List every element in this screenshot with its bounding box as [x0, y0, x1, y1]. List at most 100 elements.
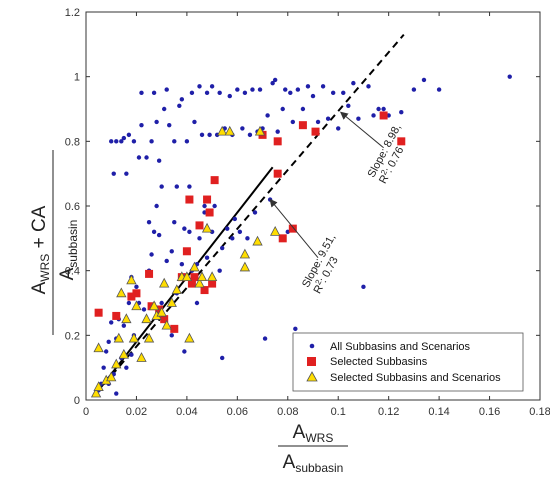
- data-point-square: [205, 208, 214, 217]
- data-point-square: [278, 234, 287, 243]
- data-point-dot: [126, 300, 132, 306]
- data-point-dot: [169, 249, 174, 254]
- data-point-dot: [245, 236, 250, 241]
- data-point-triangle: [184, 332, 195, 343]
- data-point-dot: [217, 268, 222, 273]
- data-point-triangle: [156, 306, 167, 317]
- data-point-triangle: [126, 274, 137, 285]
- data-point-dot: [139, 90, 144, 96]
- data-point-square: [145, 269, 154, 278]
- data-point-dot: [257, 87, 263, 92]
- y-tick-label: 0.2: [65, 330, 80, 342]
- data-point-dot: [121, 135, 127, 141]
- data-point-dot: [507, 74, 512, 79]
- data-point-dot: [270, 80, 275, 86]
- x-tick-label: 0.12: [378, 406, 399, 418]
- data-point-triangle: [111, 358, 122, 369]
- data-point-dot: [114, 139, 119, 144]
- data-point-dot: [330, 90, 336, 96]
- data-point-dot: [187, 184, 192, 189]
- data-point-triangle: [254, 125, 266, 136]
- data-point-dot: [129, 352, 134, 357]
- data-point-dot: [283, 87, 288, 92]
- data-point-triangle: [136, 352, 147, 362]
- data-point-dot: [139, 122, 144, 128]
- data-point-dot: [134, 284, 139, 290]
- x-tick-label: 0.02: [126, 406, 147, 418]
- data-point-dot: [169, 333, 174, 338]
- annotation-arrow-1: [339, 111, 384, 149]
- y-tick-label: 1.2: [65, 7, 80, 19]
- data-point-dot: [212, 203, 217, 209]
- x-axis-label: AWRS Asubbasin: [278, 422, 348, 475]
- data-point-dot: [126, 132, 132, 138]
- data-point-dot: [275, 129, 280, 134]
- data-point-dot: [156, 232, 162, 238]
- data-point-dot: [217, 90, 222, 96]
- data-point-dot: [141, 307, 147, 312]
- data-point-dot: [182, 226, 187, 231]
- data-point-dot: [293, 326, 298, 332]
- x-tick-label: 0.04: [176, 406, 197, 418]
- data-point-dot: [436, 87, 442, 92]
- data-point-dot: [136, 155, 142, 160]
- x-tick-label: 0.18: [529, 406, 550, 418]
- data-point-dot: [252, 210, 258, 215]
- data-point-dot: [151, 90, 157, 96]
- data-point-dot: [320, 84, 326, 89]
- x-tick-label: 0.16: [479, 406, 500, 418]
- data-point-dot: [290, 119, 296, 125]
- data-point-triangle: [148, 300, 160, 311]
- data-point-square: [195, 221, 204, 230]
- data-point-square: [185, 195, 194, 204]
- data-point-dot: [346, 103, 351, 108]
- data-point-triangle: [161, 319, 172, 330]
- data-points: [90, 74, 512, 398]
- data-point-dot: [280, 106, 285, 112]
- y-tick-label: 0: [74, 395, 80, 407]
- data-point-dot: [192, 119, 197, 125]
- data-point-square: [190, 273, 199, 282]
- y-label-numerator: AWRS + CA: [29, 205, 52, 294]
- data-point-dot: [159, 300, 164, 306]
- data-point-triangle: [171, 284, 182, 294]
- data-point-triangle: [270, 226, 281, 236]
- data-point-dot: [351, 80, 356, 86]
- data-point-square: [112, 311, 121, 320]
- data-point-triangle: [189, 261, 200, 272]
- data-point-dot: [184, 139, 190, 144]
- data-point-triangle: [239, 248, 251, 259]
- data-point-dot: [156, 158, 162, 163]
- data-point-square: [397, 137, 406, 146]
- x-label-numerator: AWRS: [293, 422, 334, 445]
- data-point-dot: [265, 113, 270, 118]
- data-point-triangle: [252, 235, 263, 246]
- data-point-dot: [114, 391, 119, 396]
- legend-item-selected: Selected Subbasins: [307, 356, 428, 368]
- x-tick-label: 0.08: [277, 406, 298, 418]
- series-2: [90, 125, 281, 398]
- data-point-dot: [262, 336, 268, 341]
- data-point-triangle: [116, 287, 127, 298]
- data-point-dot: [167, 122, 172, 128]
- data-point-triangle: [217, 125, 228, 136]
- data-point-triangle: [90, 387, 102, 398]
- data-point-triangle: [143, 332, 155, 343]
- legend-dot-marker: [309, 343, 315, 349]
- x-tick-label: 0.06: [227, 406, 248, 418]
- data-point-triangle: [206, 271, 218, 282]
- data-point-dot: [207, 132, 212, 138]
- annotations: Slope: 9.51,R2: 0.73 Slope: 8.98,R2: 0.76: [269, 111, 406, 296]
- fit-line-dashed: [95, 33, 405, 395]
- data-point-dot: [151, 229, 157, 235]
- series-1: [94, 111, 406, 333]
- data-point-dot: [194, 300, 200, 306]
- data-point-dot: [149, 252, 154, 257]
- data-point-dot: [356, 116, 361, 121]
- data-point-dot: [187, 229, 192, 235]
- data-point-dot: [235, 87, 240, 92]
- annotation-text-0: Slope: 9.51,R2: 0.73: [300, 232, 341, 296]
- data-point-dot: [144, 155, 149, 160]
- data-point-dot: [154, 203, 159, 209]
- data-point-dot: [159, 184, 164, 189]
